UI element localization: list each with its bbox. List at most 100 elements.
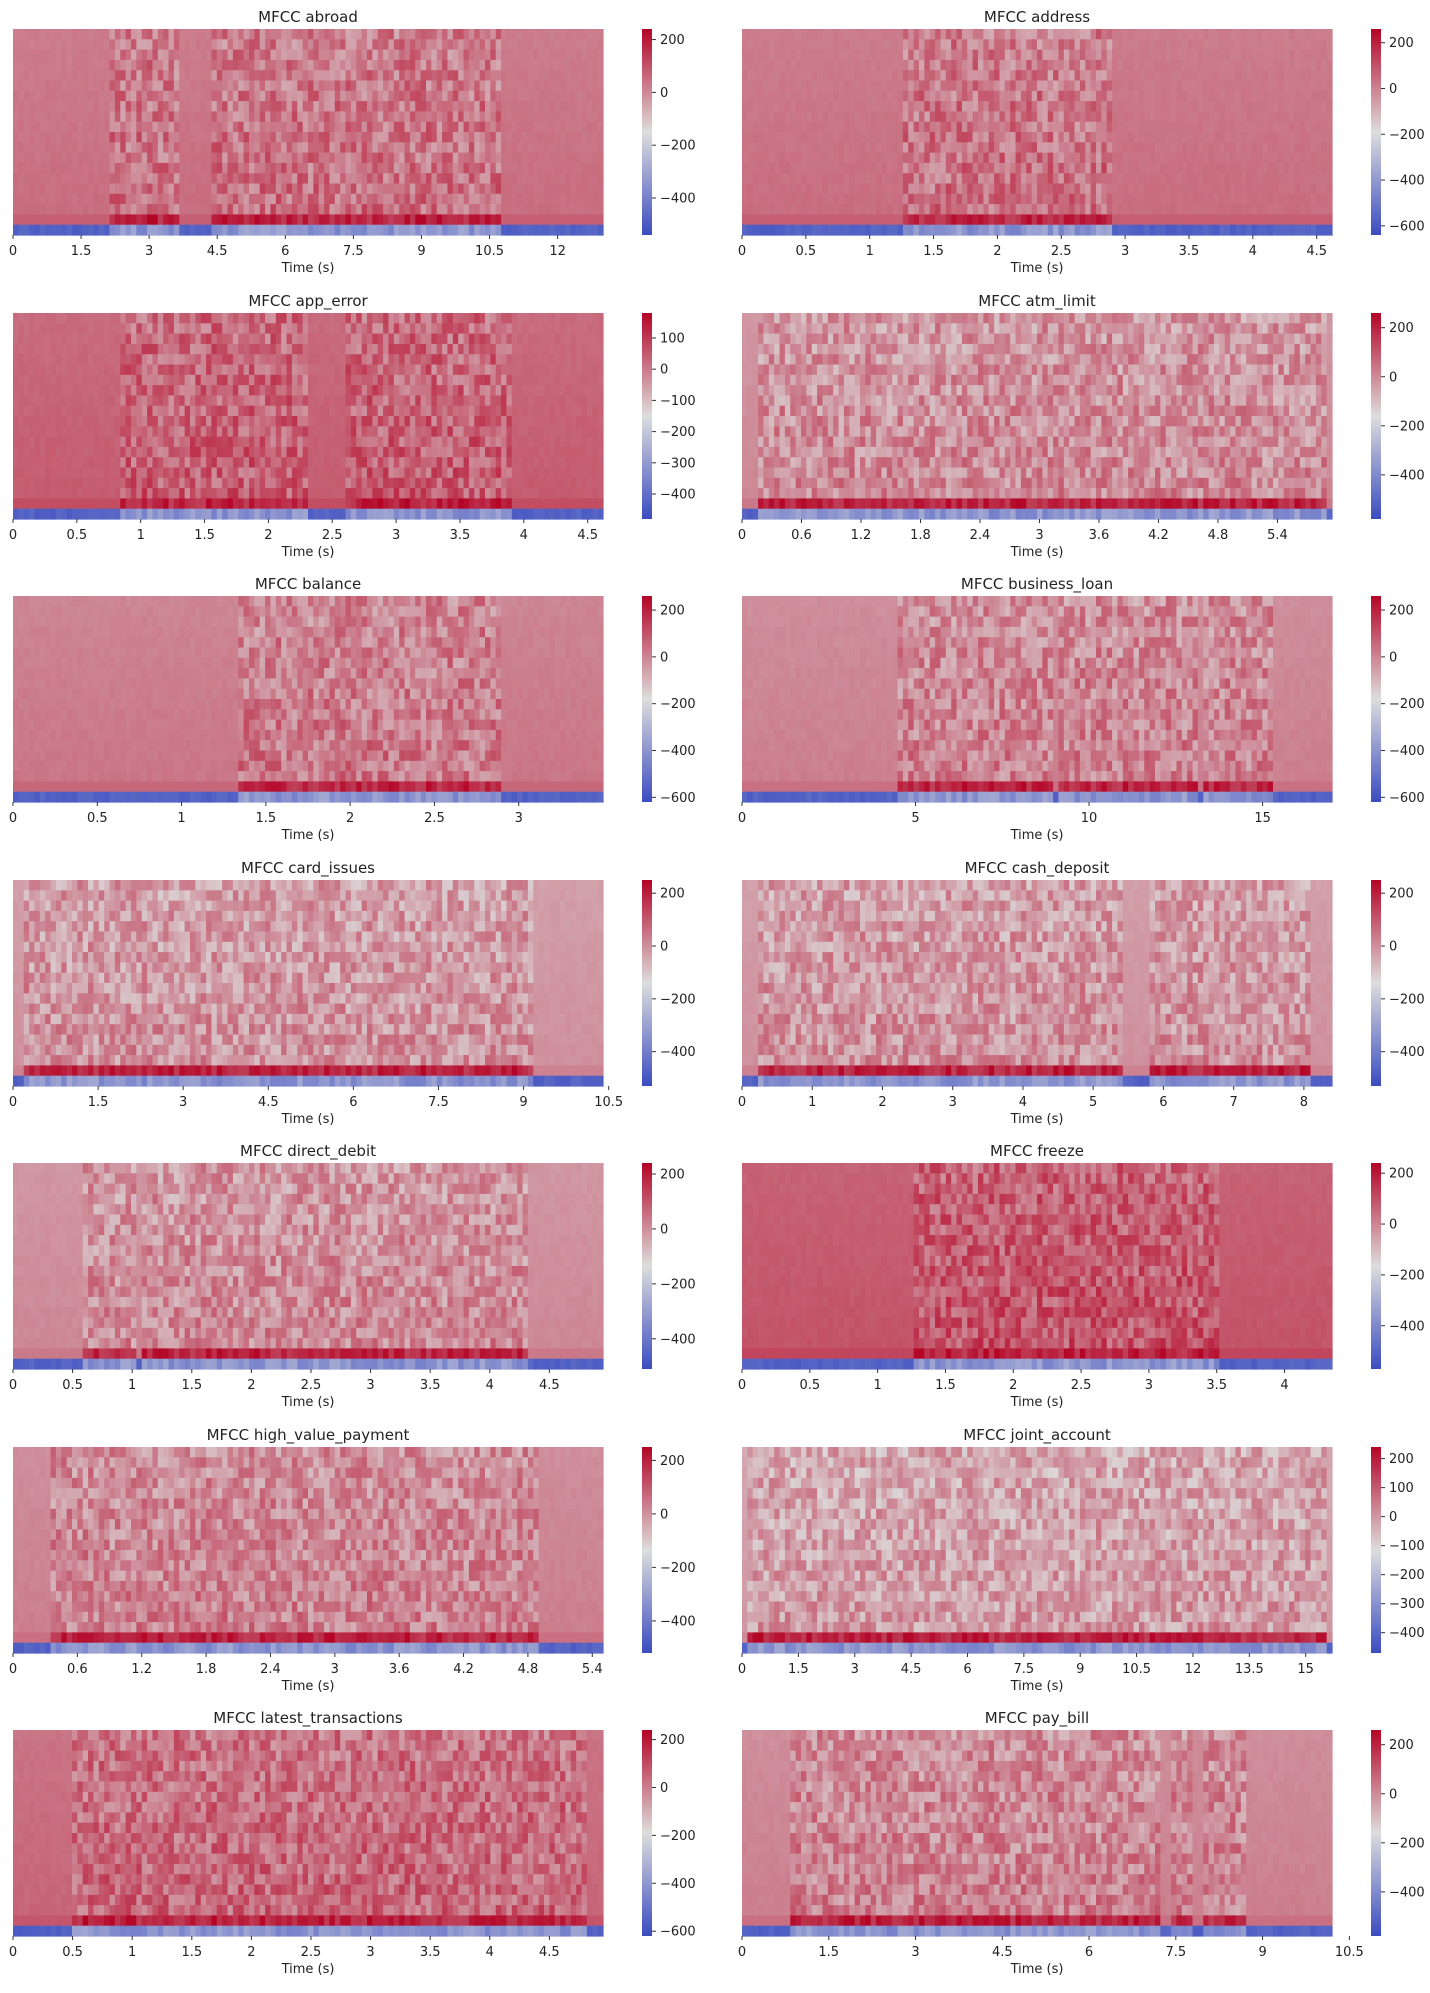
heatmap-cell <box>1284 163 1290 174</box>
heatmap-cell <box>528 70 534 81</box>
heatmap-cell <box>796 173 802 184</box>
heatmap-cell <box>356 173 362 184</box>
heatmap-cell <box>195 173 201 184</box>
heatmap-cell <box>110 184 116 195</box>
heatmap-cell <box>163 111 169 122</box>
heatmap-cell <box>887 132 893 143</box>
heatmap-cell <box>265 194 271 205</box>
heatmap-cell <box>978 153 984 164</box>
heatmap-cell <box>13 153 19 164</box>
heatmap-cell <box>297 204 303 215</box>
heatmap-cell <box>1289 101 1295 112</box>
heatmap-cell <box>785 132 791 143</box>
heatmap-cell <box>1198 142 1204 153</box>
heatmap-cell <box>1294 184 1300 195</box>
heatmap-cell <box>458 214 464 225</box>
heatmap-cell <box>903 225 909 236</box>
heatmap-cell <box>962 81 968 92</box>
heatmap-cell <box>104 122 110 133</box>
heatmap-cell <box>228 60 234 71</box>
heatmap-cell <box>56 29 62 40</box>
heatmap-cell <box>1300 122 1306 133</box>
heatmap-cell <box>978 91 984 102</box>
heatmap-cell <box>871 214 877 225</box>
heatmap-cell <box>93 385 99 396</box>
heatmap-cell <box>844 91 850 102</box>
heatmap-cell <box>152 313 158 324</box>
heatmap-cell <box>480 204 486 215</box>
heatmap-cell <box>780 225 786 236</box>
heatmap-cell <box>313 163 319 174</box>
heatmap-cell <box>152 385 158 396</box>
heatmap-cell <box>174 29 180 40</box>
heatmap-cell <box>1198 81 1204 92</box>
heatmap-cell <box>1117 50 1123 61</box>
heatmap-cell <box>464 101 470 112</box>
heatmap-cell <box>839 101 845 112</box>
heatmap-cell <box>1273 214 1279 225</box>
heatmap-cell <box>860 50 866 61</box>
heatmap-cell <box>260 60 266 71</box>
heatmap-cell <box>431 225 437 236</box>
heatmap-cell <box>110 395 116 406</box>
heatmap-cell <box>464 142 470 153</box>
heatmap-cell <box>40 426 46 437</box>
colorbar-tick-label: −400 <box>1389 174 1425 189</box>
heatmap-cell <box>1278 101 1284 112</box>
heatmap-cell <box>190 184 196 195</box>
heatmap-cell <box>292 225 298 236</box>
heatmap-cell <box>946 39 952 50</box>
heatmap-cell <box>1246 60 1252 71</box>
heatmap-cell <box>303 173 309 184</box>
heatmap-cell <box>329 214 335 225</box>
heatmap-cell <box>560 111 566 122</box>
heatmap-cell <box>367 81 373 92</box>
heatmap-cell <box>790 122 796 133</box>
heatmap-cell <box>1166 50 1172 61</box>
heatmap-cell <box>1150 50 1156 61</box>
heatmap-cell <box>254 29 260 40</box>
heatmap-cell <box>1053 101 1059 112</box>
heatmap-cell <box>1101 70 1107 81</box>
heatmap-cell <box>88 344 94 355</box>
heatmap-cell <box>539 132 545 143</box>
heatmap-cell <box>1117 173 1123 184</box>
heatmap-cell <box>297 132 303 143</box>
heatmap-cell <box>83 406 89 417</box>
heatmap-cell <box>13 426 19 437</box>
heatmap-cell <box>131 323 137 334</box>
heatmap-cell <box>34 173 40 184</box>
heatmap-cell <box>935 70 941 81</box>
heatmap-cell <box>1230 60 1236 71</box>
heatmap-cell <box>951 163 957 174</box>
heatmap-cell <box>560 184 566 195</box>
heatmap-cell <box>501 91 507 102</box>
heatmap-cell <box>1139 91 1145 102</box>
heatmap-cell <box>399 132 405 143</box>
heatmap-cell <box>1230 153 1236 164</box>
heatmap-cell <box>512 214 518 225</box>
heatmap-cell <box>496 60 502 71</box>
heatmap-cell <box>528 29 534 40</box>
heatmap-cell <box>983 132 989 143</box>
heatmap-cell <box>1123 70 1129 81</box>
heatmap-cell <box>67 29 73 40</box>
heatmap-cell <box>179 214 185 225</box>
heatmap-cell <box>485 163 491 174</box>
heatmap-cell <box>464 153 470 164</box>
heatmap-cell <box>1155 194 1161 205</box>
heatmap-cell <box>1268 204 1274 215</box>
heatmap-cell <box>67 214 73 225</box>
heatmap-cell <box>383 132 389 143</box>
heatmap-cell <box>1278 194 1284 205</box>
heatmap-cell <box>34 225 40 236</box>
heatmap-cell <box>490 194 496 205</box>
heatmap-cell <box>110 437 116 448</box>
heatmap-cell <box>340 39 346 50</box>
heatmap-cell <box>758 214 764 225</box>
heatmap-cell <box>742 60 748 71</box>
heatmap-cell <box>801 173 807 184</box>
heatmap-cell <box>994 225 1000 236</box>
heatmap-cell <box>571 194 577 205</box>
heatmap-cell <box>13 60 19 71</box>
